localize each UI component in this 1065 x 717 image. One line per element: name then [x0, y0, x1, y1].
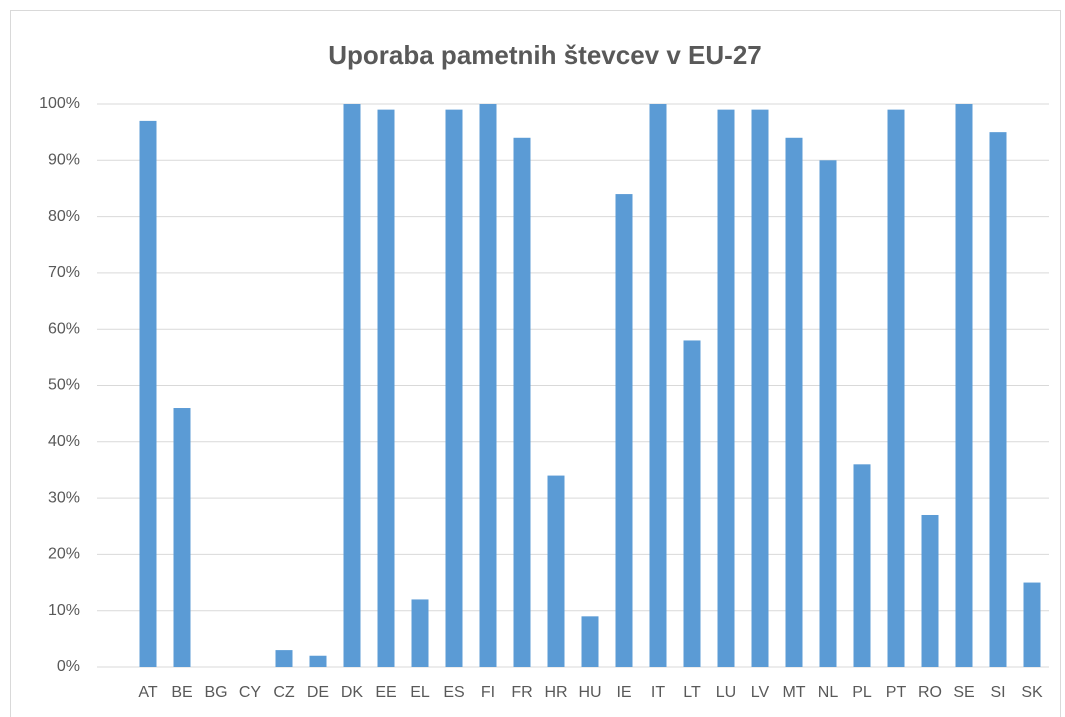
- bar: [785, 137, 803, 667]
- x-tick-label: SK: [1021, 684, 1043, 701]
- bar: [751, 109, 769, 667]
- x-tick-label: SI: [990, 684, 1005, 701]
- bar: [615, 194, 633, 667]
- bar: [445, 109, 463, 667]
- y-tick-label: 10%: [48, 602, 80, 619]
- x-tick-label: DK: [341, 684, 364, 701]
- bar: [173, 408, 191, 667]
- bar: [581, 616, 599, 667]
- x-tick-label: BG: [204, 684, 227, 701]
- x-tick-label: EL: [410, 684, 430, 701]
- bar: [683, 340, 701, 667]
- bar: [479, 104, 497, 667]
- bar: [649, 104, 667, 667]
- bar: [921, 514, 939, 667]
- bar: [275, 650, 293, 667]
- bar: [1023, 582, 1041, 667]
- bar: [819, 160, 837, 668]
- bar: [547, 475, 565, 667]
- y-tick-label: 0%: [57, 658, 80, 675]
- x-tick-label: BE: [171, 684, 192, 701]
- y-tick-label: 60%: [48, 320, 80, 337]
- bar: [887, 109, 905, 667]
- x-tick-label: IT: [651, 684, 665, 701]
- y-tick-label: 40%: [48, 433, 80, 450]
- y-tick-label: 90%: [48, 152, 80, 169]
- x-tick-label: MT: [782, 684, 805, 701]
- y-tick-label: 20%: [48, 546, 80, 563]
- x-tick-label: PL: [852, 684, 872, 701]
- bar: [955, 104, 973, 667]
- y-tick-label: 50%: [48, 377, 80, 394]
- x-tick-label: EE: [375, 684, 396, 701]
- x-tick-label: LV: [751, 684, 770, 701]
- x-tick-label: IE: [616, 684, 631, 701]
- bar: [343, 104, 361, 667]
- x-tick-label: RO: [918, 684, 942, 701]
- x-tick-label: HR: [544, 684, 567, 701]
- y-tick-label: 80%: [48, 208, 80, 225]
- y-tick-label: 70%: [48, 264, 80, 281]
- chart-title: Uporaba pametnih števcev v EU-27: [328, 40, 762, 70]
- x-tick-label: FI: [481, 684, 495, 701]
- x-tick-label: NL: [818, 684, 839, 701]
- x-tick-label: ES: [443, 684, 464, 701]
- x-tick-label: AT: [138, 684, 157, 701]
- x-tick-label: DE: [307, 684, 329, 701]
- bar: [377, 109, 395, 667]
- x-tick-label: CZ: [273, 684, 295, 701]
- y-tick-label: 100%: [39, 95, 80, 112]
- x-tick-label: LT: [683, 684, 701, 701]
- bar: [309, 655, 327, 667]
- bar: [853, 464, 871, 667]
- x-tick-label: HU: [578, 684, 601, 701]
- x-tick-label: CY: [239, 684, 262, 701]
- x-tick-label: SE: [953, 684, 974, 701]
- bar: [989, 132, 1007, 667]
- x-tick-label: LU: [716, 684, 736, 701]
- bar: [139, 120, 157, 667]
- bar: [411, 599, 429, 667]
- bar: [513, 137, 531, 667]
- y-tick-label: 30%: [48, 489, 80, 506]
- x-tick-label: PT: [886, 684, 907, 701]
- bar: [717, 109, 735, 667]
- x-tick-label: FR: [511, 684, 532, 701]
